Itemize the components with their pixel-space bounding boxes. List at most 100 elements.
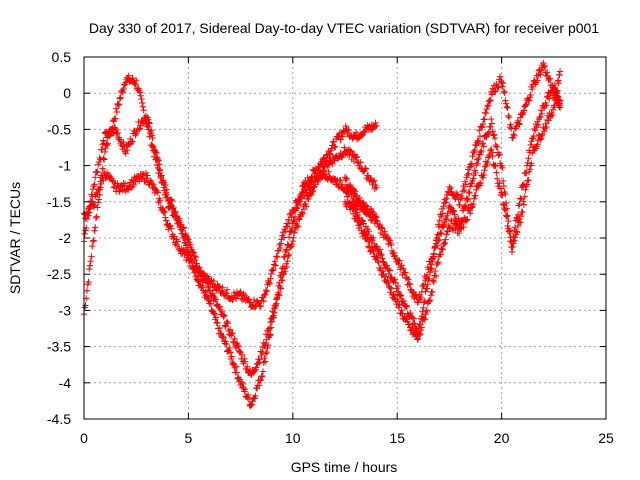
data-point <box>279 277 286 284</box>
data-point <box>402 269 409 276</box>
data-point <box>259 344 267 351</box>
axes: 0 5 10 15 20 25 -4.5 -4 -3.5 -3 -2.5 -2 -1.5 -1 -0.5 0 0… <box>47 49 614 446</box>
data-point <box>99 165 106 172</box>
data-point <box>408 314 416 321</box>
data-point <box>496 151 503 158</box>
data-point <box>85 278 92 286</box>
data-point <box>156 161 163 168</box>
data-point <box>210 277 217 285</box>
data-point <box>214 319 221 327</box>
data-point <box>283 247 291 254</box>
data-point <box>403 302 411 310</box>
data-point <box>314 175 322 183</box>
data-point <box>464 216 471 223</box>
data-point <box>511 234 519 241</box>
data-point <box>429 277 437 284</box>
data-point <box>220 334 227 341</box>
data-point <box>489 153 496 160</box>
data-point <box>428 265 435 272</box>
data-point <box>381 228 388 235</box>
data-point <box>120 139 127 146</box>
data-point <box>357 221 364 228</box>
data-point <box>347 181 354 189</box>
data-point <box>241 291 249 299</box>
data-point <box>223 348 231 355</box>
data-point <box>543 69 551 76</box>
data-point <box>528 138 535 145</box>
data-point <box>556 68 564 75</box>
data-point <box>481 163 489 170</box>
data-point <box>398 306 405 314</box>
data-point <box>522 186 529 194</box>
data-point <box>353 153 361 161</box>
data-point <box>385 270 393 278</box>
data-point <box>440 240 448 248</box>
chart-title: Day 330 of 2017, Sidereal Day-to-day VTE… <box>89 20 599 36</box>
data-point <box>257 376 264 384</box>
y-tick-label: -2 <box>59 230 72 246</box>
y-tick-label: -1.5 <box>47 194 71 210</box>
data-point <box>440 203 447 210</box>
data-point <box>429 254 437 262</box>
data-point <box>276 292 283 299</box>
data-point <box>398 262 405 269</box>
data-point <box>303 203 310 210</box>
data-point <box>452 226 459 233</box>
data-point <box>157 204 165 211</box>
data-point <box>272 302 279 309</box>
data-point <box>94 161 102 168</box>
data-point <box>420 315 427 322</box>
data-point <box>332 143 339 151</box>
data-point <box>543 123 550 131</box>
data-point <box>388 285 395 292</box>
data-point <box>417 293 425 301</box>
data-point <box>544 93 552 101</box>
data-point <box>282 260 290 267</box>
data-point <box>546 95 553 102</box>
data-point <box>111 124 118 131</box>
data-point <box>430 278 437 286</box>
data-point <box>442 236 449 243</box>
data-point <box>244 391 252 399</box>
y-tick-label: -3.5 <box>47 339 71 355</box>
data-point <box>508 243 516 251</box>
data-point <box>386 267 393 274</box>
data-point <box>190 249 197 256</box>
data-point <box>240 384 247 392</box>
data-point <box>462 202 470 209</box>
data-point <box>499 177 507 185</box>
data-point <box>180 224 188 231</box>
data-point <box>500 201 508 209</box>
data-point <box>429 288 436 295</box>
data-point <box>86 209 93 216</box>
data-point <box>407 286 414 293</box>
data-point <box>436 217 443 224</box>
data-point <box>487 147 494 154</box>
data-point <box>461 203 468 210</box>
data-point <box>168 197 176 205</box>
data-point <box>97 156 104 163</box>
data-point <box>405 321 413 328</box>
data-point <box>372 119 379 127</box>
data-point <box>262 350 270 357</box>
data-point <box>402 303 410 311</box>
data-point <box>359 131 367 139</box>
data-point <box>446 183 453 191</box>
data-point <box>276 283 284 291</box>
data-point <box>556 104 564 111</box>
data-point <box>115 187 123 195</box>
data-point <box>364 234 371 242</box>
data-point <box>394 298 402 305</box>
data-point <box>207 300 214 308</box>
y-tick-label: -0.5 <box>47 121 71 137</box>
data-point <box>112 125 119 132</box>
data-point <box>525 155 532 162</box>
data-point <box>82 215 89 222</box>
data-point <box>218 308 226 316</box>
data-point <box>215 283 223 290</box>
data-point <box>473 142 480 149</box>
data-point <box>399 310 406 317</box>
data-point <box>553 89 560 97</box>
data-point <box>176 221 184 228</box>
data-point <box>465 188 472 196</box>
